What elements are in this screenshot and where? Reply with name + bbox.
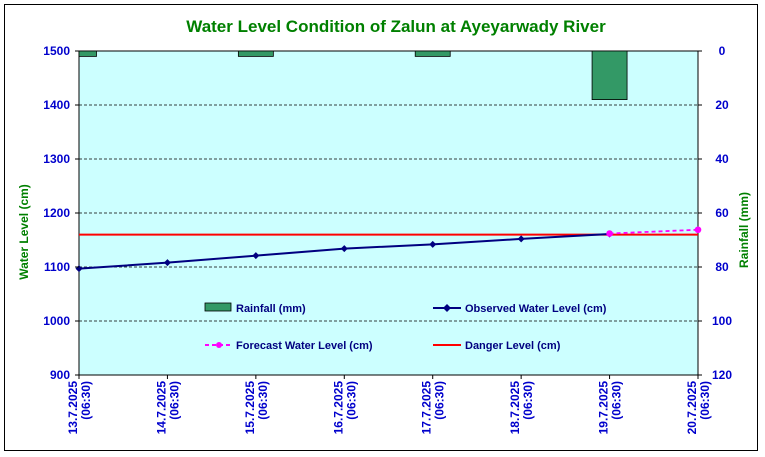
left-tick-label: 1300 <box>43 152 70 166</box>
x-tick-date: 19.7.2025 <box>597 381 611 435</box>
left-axis-ticks: 900 1000 1100 1200 1300 1400 1500 <box>43 44 79 382</box>
observed-point <box>340 245 348 253</box>
legend-observed-label: Observed Water Level (cm) <box>465 303 607 315</box>
rainfall-bar <box>414 50 451 57</box>
observed-point <box>429 240 437 248</box>
legend-forecast-marker <box>216 342 222 348</box>
forecast-line <box>609 228 699 235</box>
right-tick-label: 120 <box>712 368 732 382</box>
left-tick-label: 900 <box>50 368 70 382</box>
x-axis-ticks: 13.7.2025 (06:30) 14.7.2025 (06:30) 15.7.202… <box>66 375 712 434</box>
chart-title: Water Level Condition of Zalun at Ayeyar… <box>186 17 606 36</box>
observed-point <box>163 259 171 267</box>
forecast-point <box>606 230 613 237</box>
right-tick-label: 40 <box>715 152 729 166</box>
y-axis-label: Water Level (cm) <box>17 184 31 280</box>
left-tick-label: 1500 <box>43 44 70 58</box>
right-axis-ticks: 0 20 40 60 80 100 120 <box>698 44 732 382</box>
observed-point <box>517 235 525 243</box>
x-tick-date: 13.7.2025 <box>66 381 80 435</box>
right-tick-label: 100 <box>712 314 732 328</box>
x-tick-date: 17.7.2025 <box>420 381 434 435</box>
right-tick-label: 60 <box>715 206 729 220</box>
x-tick-time: (06:30) <box>698 381 712 420</box>
x-tick-date: 14.7.2025 <box>154 381 168 435</box>
forecast-series <box>606 226 702 237</box>
x-tick-date: 15.7.2025 <box>243 381 257 435</box>
observed-series <box>75 230 614 273</box>
x-tick-time: (06:30) <box>167 381 181 420</box>
forecast-point <box>694 226 702 234</box>
x-tick-time: (06:30) <box>344 381 358 420</box>
rainfall-bar <box>237 50 274 57</box>
x-tick-time: (06:30) <box>256 381 270 420</box>
x-tick-time: (06:30) <box>521 381 535 420</box>
left-tick-label: 1100 <box>44 260 70 274</box>
x-tick-time: (06:30) <box>610 381 624 420</box>
legend-rainfall-label: Rainfall (mm) <box>236 303 306 315</box>
legend-danger-label: Danger Level (cm) <box>465 340 561 352</box>
rainfall-bar <box>78 50 97 57</box>
legend-forecast-label: Forecast Water Level (cm) <box>236 340 373 352</box>
observed-point <box>252 252 260 260</box>
legend-observed-marker <box>443 304 451 312</box>
rainfall-bar <box>591 50 628 100</box>
y2-axis-label: Rainfall (mm) <box>737 192 751 268</box>
x-tick-date: 18.7.2025 <box>508 381 522 435</box>
left-tick-label: 1200 <box>43 206 70 220</box>
left-tick-label: 1400 <box>43 98 70 112</box>
x-tick-time: (06:30) <box>433 381 447 420</box>
x-tick-time: (06:30) <box>79 381 93 420</box>
x-tick-date: 20.7.2025 <box>685 381 699 435</box>
legend-rainfall-swatch <box>204 302 232 312</box>
left-tick-label: 1000 <box>43 314 70 328</box>
x-tick-date: 16.7.2025 <box>331 381 345 435</box>
right-tick-label: 80 <box>715 260 729 274</box>
rainfall-bars <box>78 50 628 100</box>
legend: Rainfall (mm) Observed Water Level (cm) … <box>204 302 607 352</box>
right-tick-label: 0 <box>719 44 726 58</box>
right-tick-label: 20 <box>715 98 729 112</box>
